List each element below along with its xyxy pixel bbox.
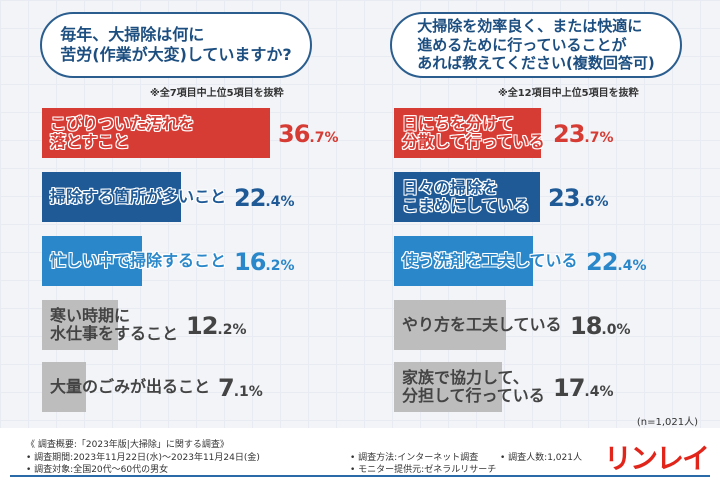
value-integer: 12 — [186, 312, 218, 340]
question-right: 大掃除を効率良く、または快適に 進めるために行っていることが あれば教えてくださ… — [390, 12, 682, 78]
value-decimal: .2% — [217, 322, 247, 338]
note-left: ※全7項目中上位5項目を抜粋 — [150, 88, 284, 99]
data-label: 36.7% — [278, 108, 339, 158]
bar-label: こびりついた汚れを 落とすこと — [50, 113, 195, 151]
bar — [394, 108, 541, 158]
bar-row: 日々の掃除を こまめにしている — [394, 172, 714, 222]
bar-row: こびりついた汚れを 落とすこと — [42, 108, 362, 158]
data-label: 17.4% — [553, 362, 614, 412]
bar-label: 日にちを分けて 分散して行っている — [402, 113, 545, 151]
survey-target: • 調査対象:全国20代〜60代の男女 — [26, 465, 169, 475]
bar-label: 日々の掃除を こまめにしている — [402, 177, 530, 215]
survey-provider: • モニター提供元:ゼネラルリサーチ — [350, 465, 497, 475]
data-label: 16.2% — [234, 236, 295, 286]
survey-method: • 調査方法:インターネット調査 — [350, 453, 479, 463]
value-decimal: .4% — [617, 258, 647, 274]
sample-size: (n=1,021人) — [636, 417, 698, 428]
bar-label: 忙しい中で掃除すること — [50, 250, 227, 270]
bar-row: やり方を工夫している — [394, 300, 714, 350]
value-integer: 17 — [553, 374, 585, 402]
data-label: 23.6% — [548, 172, 609, 222]
bar-label: やり方を工夫している — [402, 314, 562, 334]
bar-row: 家族で協力して、 分担して行っている — [394, 362, 714, 412]
bar — [42, 362, 87, 412]
bar-row: 使う洗剤を工夫している — [394, 236, 714, 286]
bar-row: 大量のごみが出ること — [42, 362, 362, 412]
data-label: 18.0% — [570, 300, 631, 350]
data-label: 22.4% — [586, 236, 647, 286]
bar — [42, 300, 118, 350]
data-label: 7.1% — [218, 362, 263, 412]
bar-label: 掃除する箇所が多いこと — [50, 186, 227, 206]
value-decimal: .7% — [584, 130, 614, 146]
bar-label: 使う洗剤を工夫している — [402, 250, 578, 270]
survey-count: • 調査人数:1,021人 — [500, 453, 582, 463]
bar-label: 家族で協力して、 分担して行っている — [402, 367, 545, 405]
bar — [394, 236, 533, 286]
bar-row: 日にちを分けて 分散して行っている — [394, 108, 714, 158]
value-integer: 7 — [218, 374, 235, 402]
value-decimal: .4% — [265, 194, 295, 210]
value-integer: 22 — [234, 184, 266, 212]
brand-logo: リンレイ — [604, 442, 710, 475]
value-decimal: .4% — [584, 384, 614, 400]
value-integer: 36 — [278, 120, 310, 148]
data-label: 23.7% — [553, 108, 614, 158]
bar-label: 寒い時期に 水仕事をすること — [50, 305, 179, 343]
value-integer: 18 — [570, 312, 602, 340]
bar-row: 寒い時期に 水仕事をすること — [42, 300, 362, 350]
value-integer: 23 — [553, 120, 585, 148]
survey-summary: 《 調査概要:「2023年版|大掃除」に関する調査》 — [26, 440, 229, 450]
bar — [394, 362, 502, 412]
bar — [42, 236, 143, 286]
value-decimal: .0% — [601, 322, 631, 338]
value-decimal: .7% — [309, 130, 339, 146]
bar — [42, 172, 181, 222]
bar — [394, 172, 541, 222]
value-decimal: .1% — [233, 384, 263, 400]
question-left: 毎年、大掃除は何に 苦労(作業が大変)していますか? — [40, 12, 312, 78]
value-integer: 23 — [548, 184, 580, 212]
value-decimal: .2% — [265, 258, 295, 274]
bar-label: 大量のごみが出ること — [50, 376, 211, 396]
bar — [42, 108, 270, 158]
bar — [394, 300, 506, 350]
data-label: 22.4% — [234, 172, 295, 222]
data-label: 12.2% — [186, 300, 247, 350]
value-decimal: .6% — [579, 194, 609, 210]
survey-period: • 調査期間:2023年11月22日(水)〜2023年11月24日(金) — [26, 453, 260, 463]
value-integer: 16 — [234, 248, 266, 276]
note-right: ※全12項目中上位5項目を抜粋 — [498, 88, 639, 99]
value-integer: 22 — [586, 248, 618, 276]
bar-row: 忙しい中で掃除すること — [42, 236, 362, 286]
footer-divider — [10, 475, 710, 477]
bar-row: 掃除する箇所が多いこと — [42, 172, 362, 222]
